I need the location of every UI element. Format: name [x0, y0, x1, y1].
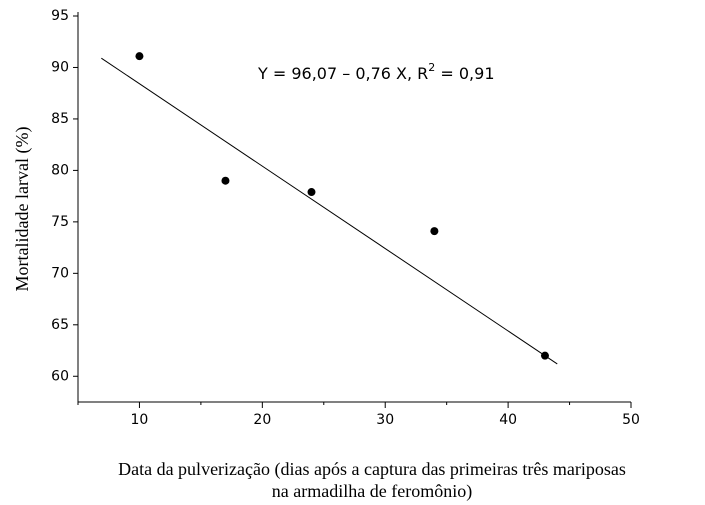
- point: [307, 188, 316, 197]
- annotation-main: Y = 96,07 – 0,76 X, R: [257, 64, 428, 83]
- y-tick-label: 70: [51, 265, 69, 281]
- y-tick-label: 65: [51, 317, 69, 333]
- y-tick-label: 80: [51, 162, 69, 178]
- x-tick-label: 50: [622, 412, 640, 428]
- y-tick-label: 75: [51, 214, 69, 230]
- annotation-end: = 0,91: [435, 64, 494, 83]
- y-tick-label: 85: [51, 111, 69, 127]
- annotation: Y = 96,07 – 0,76 X, R2 = 0,91: [257, 61, 495, 83]
- point: [221, 176, 230, 185]
- point: [135, 52, 144, 61]
- y-axis-label: Mortalidade larval (%): [12, 127, 33, 292]
- x-tick-label: 20: [253, 412, 271, 428]
- y-tick-label: 60: [51, 368, 69, 384]
- y-tick-label: 90: [51, 59, 69, 75]
- annotation-sup: 2: [428, 61, 435, 74]
- trendline: [101, 57, 558, 365]
- point: [430, 227, 439, 236]
- x-axis-label: na armadilha de feromônio): [272, 481, 472, 502]
- point: [540, 351, 549, 360]
- x-axis-label: Data da pulverização (dias após a captur…: [118, 459, 626, 480]
- y-tick-label: 95: [51, 8, 69, 24]
- x-tick-label: 30: [376, 412, 394, 428]
- x-tick-label: 40: [499, 412, 517, 428]
- x-tick-label: 10: [131, 412, 149, 428]
